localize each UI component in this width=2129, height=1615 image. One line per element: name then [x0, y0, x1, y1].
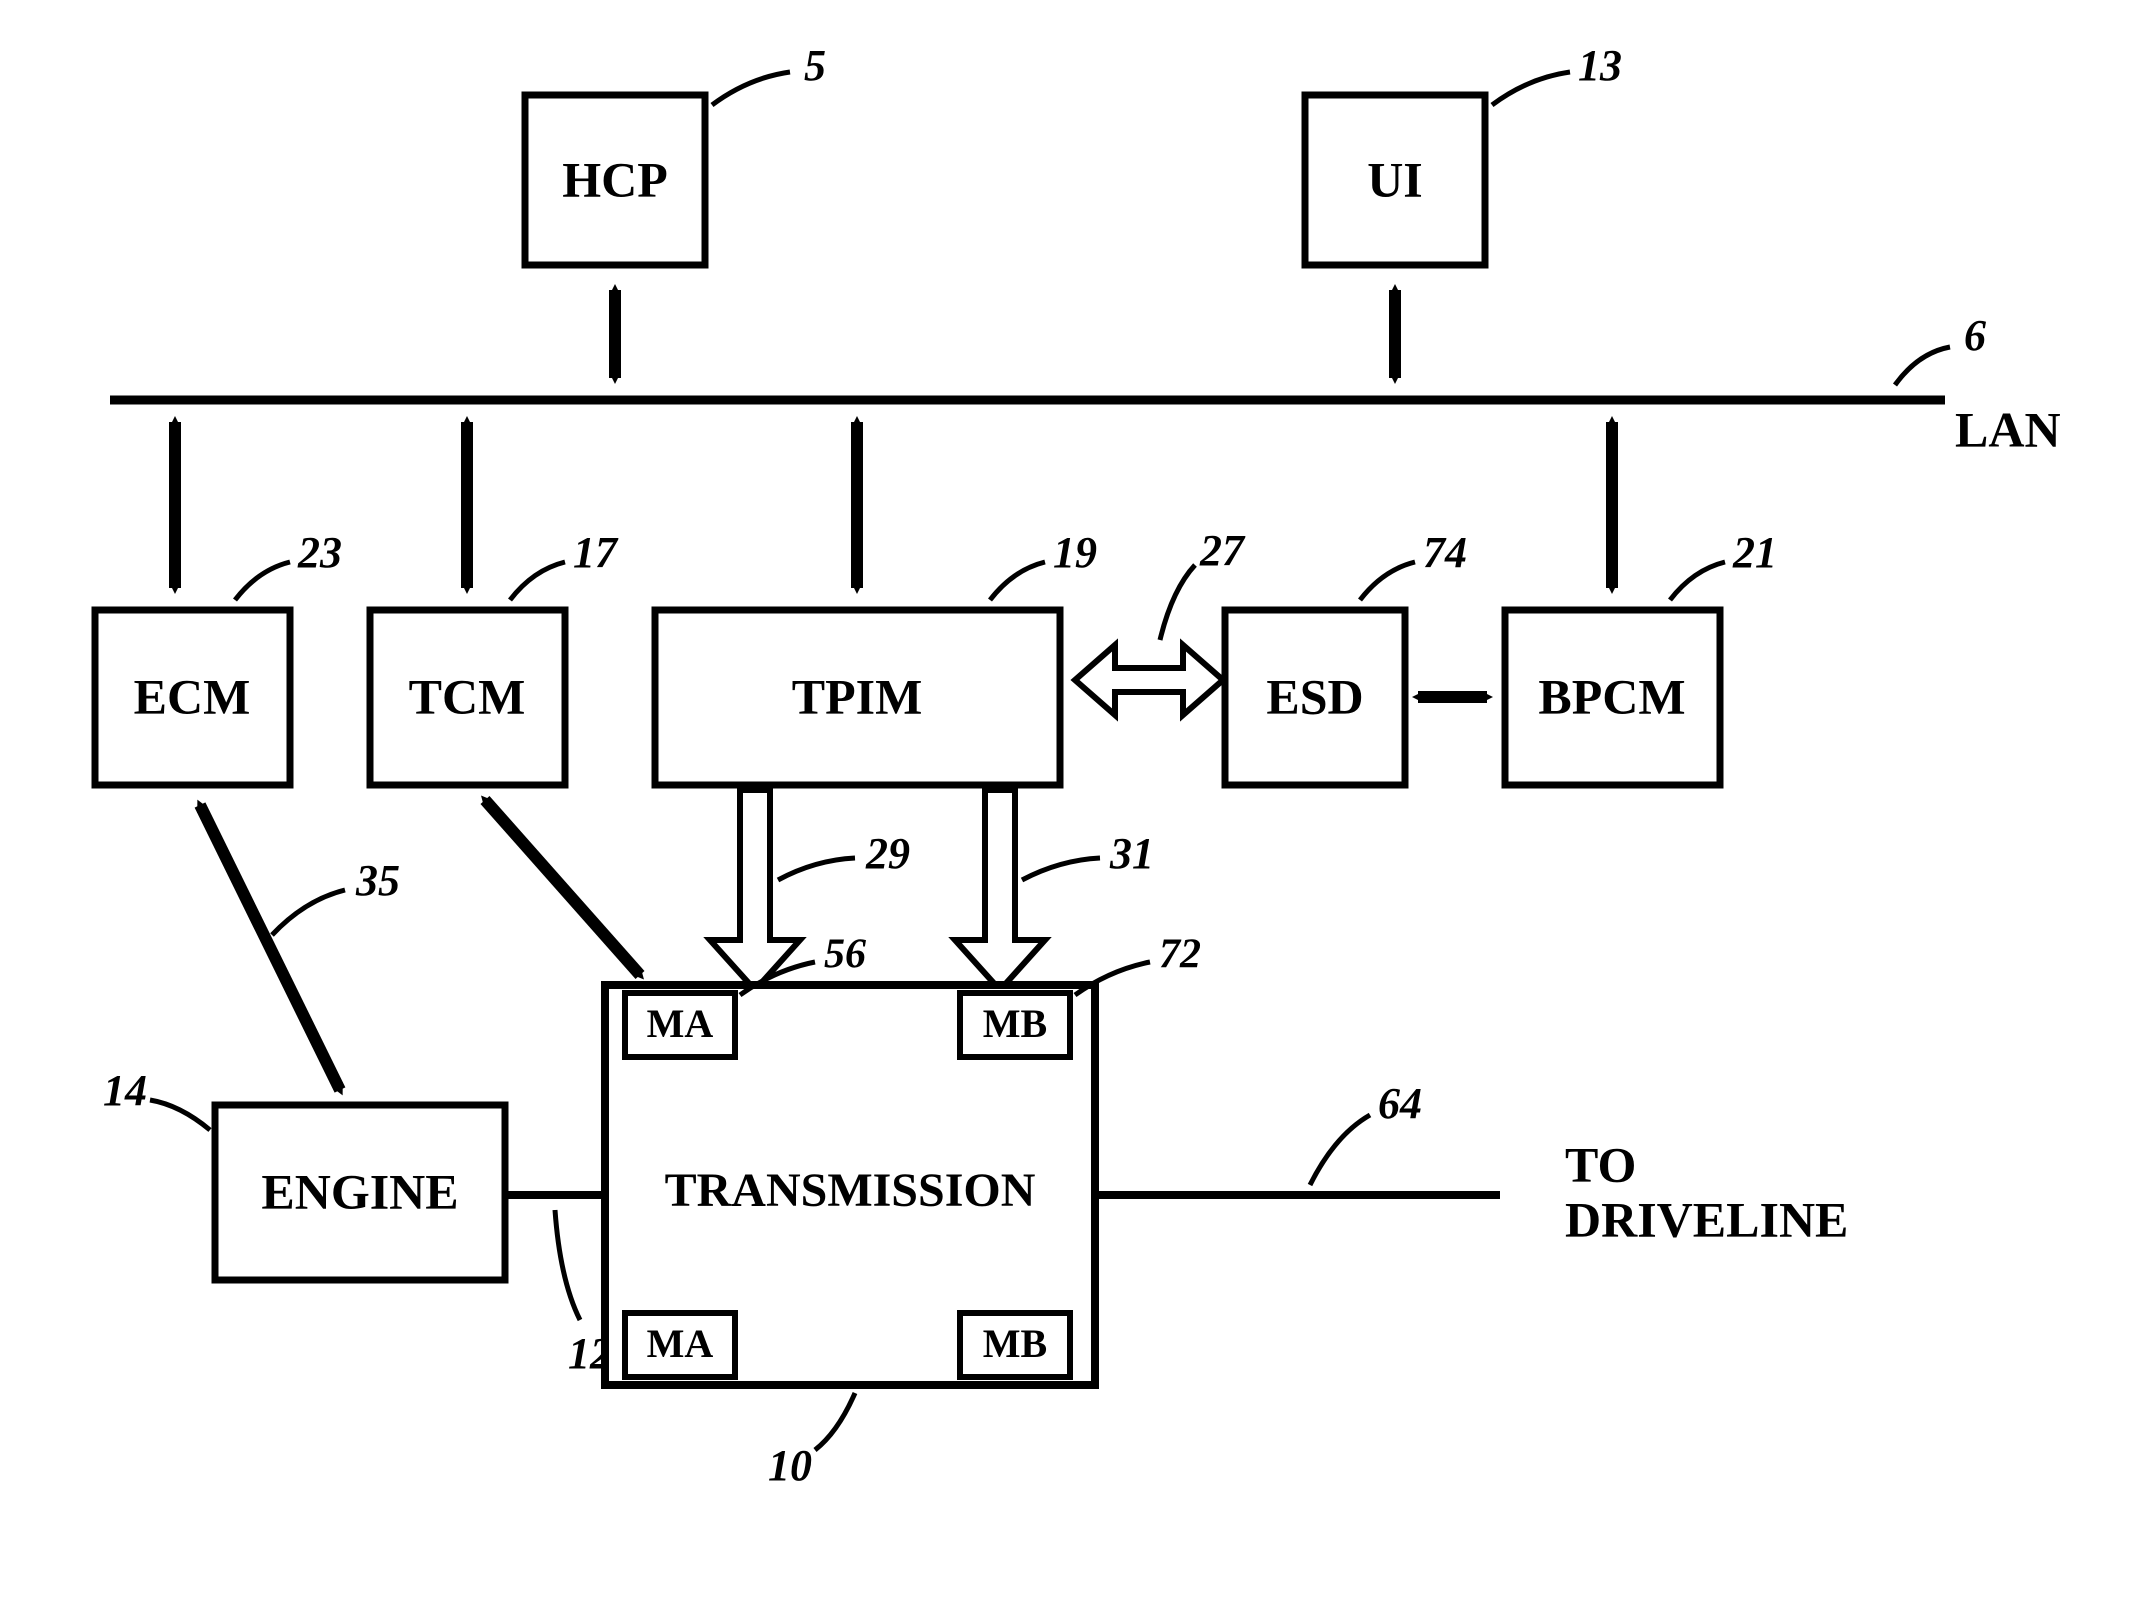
bpcm-label: BPCM	[1538, 668, 1685, 724]
ref-12-leader	[555, 1210, 580, 1320]
mb-top-box: MB	[960, 993, 1070, 1057]
mb-top-label: MB	[983, 1001, 1047, 1046]
link-tcm-transmission	[485, 800, 640, 975]
ref-21: 21	[1732, 528, 1777, 577]
ref-19-leader	[990, 562, 1045, 600]
ref-17-leader	[510, 562, 565, 600]
engine-box: ENGINE	[215, 1105, 505, 1280]
ref-10: 10	[768, 1441, 812, 1490]
ma-top-label: MA	[647, 1001, 714, 1046]
ma-top-box: MA	[625, 993, 735, 1057]
ref-14-leader	[150, 1100, 210, 1130]
ref-35: 35	[355, 856, 400, 905]
ecm-label: ECM	[134, 668, 251, 724]
esd-box: ESD	[1225, 610, 1405, 785]
ref-27: 27	[1199, 526, 1246, 575]
ref-74-leader	[1360, 562, 1415, 600]
ref-29: 29	[865, 829, 910, 878]
ref-29-leader	[778, 858, 855, 880]
bpcm-box: BPCM	[1505, 610, 1720, 785]
to-driveline-2: DRIVELINE	[1565, 1191, 1848, 1247]
architecture-diagram: LAN 6 27 35 29 31 12 64 TO DRI	[0, 0, 2129, 1615]
ref-27-leader	[1160, 565, 1195, 640]
tpim-label: TPIM	[792, 668, 923, 724]
ref-72-leader	[1075, 962, 1150, 995]
engine-label: ENGINE	[261, 1163, 458, 1219]
ref-14: 14	[103, 1066, 147, 1115]
ma-bottom-label: MA	[647, 1321, 714, 1366]
link-ecm-engine	[200, 805, 340, 1090]
ref-6: 6	[1964, 311, 1986, 360]
lan-label: LAN	[1955, 401, 2061, 457]
ref-5-leader	[712, 72, 790, 105]
ref-23: 23	[297, 528, 342, 577]
ref-19: 19	[1053, 528, 1097, 577]
ref-31-leader	[1022, 858, 1100, 880]
ref-31: 31	[1109, 829, 1154, 878]
ref-64-leader	[1310, 1115, 1370, 1185]
to-driveline-1: TO	[1565, 1136, 1636, 1192]
ui-box: UI	[1305, 95, 1485, 265]
ref-56: 56	[824, 932, 866, 978]
mb-bottom-label: MB	[983, 1321, 1047, 1366]
tcm-label: TCM	[409, 668, 526, 724]
link-tpim-ma	[710, 790, 800, 990]
ref-74: 74	[1423, 528, 1467, 577]
ref-35-leader	[272, 890, 345, 935]
hcp-box: HCP	[525, 95, 705, 265]
ref-5: 5	[804, 41, 826, 90]
ecm-box: ECM	[95, 610, 290, 785]
ref-21-leader	[1670, 562, 1725, 600]
transmission-label: TRANSMISSION	[665, 1164, 1036, 1217]
ma-bottom-box: MA	[625, 1313, 735, 1377]
link-tpim-mb	[955, 790, 1045, 990]
ref-23-leader	[235, 562, 290, 600]
ref-72: 72	[1159, 932, 1201, 978]
tcm-box: TCM	[370, 610, 565, 785]
link-tpim-esd	[1075, 645, 1223, 715]
mb-bottom-box: MB	[960, 1313, 1070, 1377]
ref-64: 64	[1378, 1079, 1422, 1128]
ref-17: 17	[573, 528, 619, 577]
esd-label: ESD	[1266, 668, 1363, 724]
ref-13: 13	[1578, 41, 1622, 90]
ui-label: UI	[1367, 151, 1423, 207]
ref-6-leader	[1895, 347, 1950, 385]
tpim-box: TPIM	[655, 610, 1060, 785]
hcp-label: HCP	[562, 151, 668, 207]
ref-13-leader	[1492, 72, 1570, 105]
ref-10-leader	[815, 1393, 855, 1450]
